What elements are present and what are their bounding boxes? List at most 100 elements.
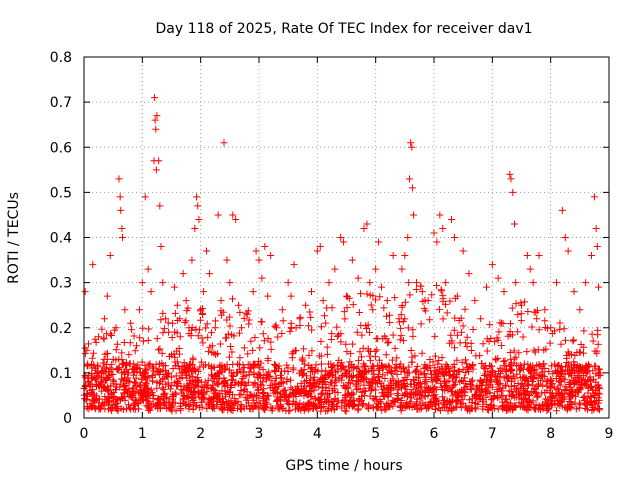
data-point bbox=[296, 399, 304, 407]
data-point bbox=[107, 332, 115, 340]
data-point bbox=[397, 332, 405, 340]
data-point bbox=[380, 304, 388, 312]
data-point bbox=[523, 348, 531, 356]
data-point bbox=[428, 378, 436, 386]
data-point bbox=[98, 325, 106, 333]
data-point bbox=[156, 345, 164, 353]
data-point bbox=[469, 325, 477, 333]
data-point bbox=[103, 375, 111, 383]
data-point bbox=[328, 304, 336, 312]
data-point bbox=[115, 175, 123, 183]
data-point bbox=[476, 392, 484, 400]
data-point bbox=[218, 404, 226, 412]
data-point bbox=[379, 371, 387, 379]
data-point bbox=[312, 361, 320, 369]
data-point bbox=[237, 390, 245, 398]
data-point bbox=[317, 352, 325, 360]
data-point bbox=[440, 377, 448, 385]
data-point bbox=[294, 404, 302, 412]
data-point bbox=[524, 307, 532, 315]
data-point bbox=[126, 378, 134, 386]
data-point bbox=[88, 354, 96, 362]
data-point bbox=[89, 261, 97, 269]
data-point bbox=[494, 274, 502, 282]
data-point bbox=[205, 270, 213, 278]
data-point bbox=[492, 356, 500, 364]
data-point bbox=[273, 324, 280, 332]
data-point bbox=[100, 383, 108, 391]
data-point bbox=[538, 389, 546, 397]
data-point bbox=[417, 320, 425, 328]
data-point bbox=[157, 316, 165, 324]
data-point bbox=[367, 301, 375, 309]
data-point bbox=[297, 380, 305, 388]
data-point bbox=[277, 401, 285, 409]
data-point bbox=[209, 381, 217, 389]
data-point bbox=[533, 392, 541, 400]
data-point bbox=[323, 350, 331, 358]
data-point bbox=[428, 291, 436, 299]
data-point bbox=[510, 403, 518, 411]
data-point bbox=[439, 295, 447, 303]
data-point bbox=[323, 371, 331, 379]
data-point bbox=[353, 328, 361, 336]
data-point bbox=[324, 399, 332, 407]
data-point bbox=[108, 404, 116, 412]
data-point bbox=[241, 380, 249, 388]
data-point bbox=[525, 403, 533, 411]
data-point bbox=[431, 367, 439, 375]
data-point bbox=[291, 347, 299, 355]
data-point bbox=[143, 384, 151, 392]
data-point bbox=[97, 405, 105, 413]
data-point bbox=[197, 398, 205, 406]
data-point bbox=[483, 347, 491, 355]
data-point bbox=[360, 400, 368, 408]
data-point bbox=[355, 308, 363, 316]
data-point bbox=[287, 376, 295, 384]
data-point bbox=[89, 403, 97, 411]
data-point bbox=[302, 301, 310, 309]
data-point bbox=[159, 385, 167, 393]
data-point bbox=[439, 397, 447, 405]
data-point bbox=[166, 398, 174, 406]
data-point bbox=[376, 365, 384, 373]
data-point bbox=[576, 306, 584, 314]
data-point bbox=[407, 394, 415, 402]
data-point bbox=[555, 391, 563, 399]
data-point bbox=[233, 369, 241, 377]
data-point bbox=[480, 365, 488, 373]
data-point bbox=[533, 382, 541, 390]
data-point bbox=[386, 318, 394, 326]
data-point bbox=[456, 339, 464, 347]
data-point bbox=[553, 369, 561, 377]
data-point bbox=[526, 265, 534, 273]
data-point bbox=[305, 322, 313, 330]
data-point bbox=[248, 401, 256, 409]
data-point bbox=[448, 337, 456, 345]
data-point bbox=[113, 340, 121, 348]
data-point bbox=[387, 377, 395, 385]
data-point bbox=[107, 370, 115, 378]
data-point bbox=[416, 401, 424, 409]
data-point bbox=[448, 405, 456, 413]
data-point bbox=[208, 403, 216, 411]
data-point bbox=[155, 396, 163, 404]
data-point bbox=[397, 324, 405, 332]
data-point bbox=[544, 377, 552, 385]
data-point bbox=[185, 405, 193, 413]
data-point bbox=[561, 393, 569, 401]
data-point bbox=[91, 335, 99, 343]
data-point bbox=[453, 292, 461, 300]
data-point bbox=[270, 389, 278, 397]
data-point bbox=[325, 384, 333, 392]
data-point bbox=[89, 392, 97, 400]
data-point bbox=[543, 387, 551, 395]
data-point bbox=[173, 301, 181, 309]
data-point bbox=[134, 361, 142, 369]
data-point bbox=[416, 394, 424, 402]
data-point bbox=[463, 364, 471, 372]
data-point bbox=[421, 388, 429, 396]
data-point bbox=[586, 373, 594, 381]
data-point bbox=[495, 380, 503, 388]
data-point bbox=[337, 338, 345, 346]
